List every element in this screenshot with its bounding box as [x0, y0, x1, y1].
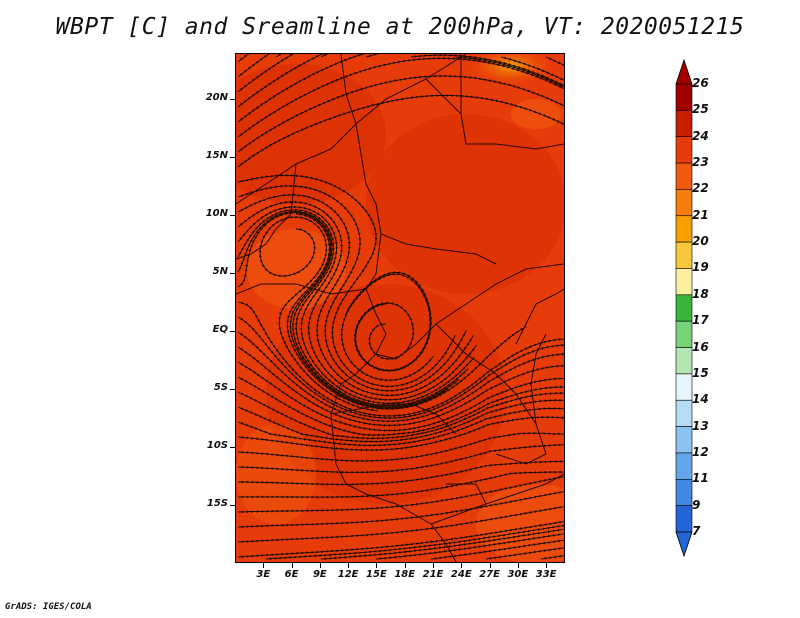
- lon-tick-mark: [546, 563, 548, 568]
- lon-tick-label: 33E: [535, 569, 557, 580]
- streamline: [500, 56, 564, 81]
- colorbar-label: 24: [692, 128, 709, 143]
- streamlines: [237, 54, 564, 561]
- streamline: [365, 54, 397, 58]
- lat-tick-label: 20N: [205, 92, 228, 104]
- streamline: [237, 94, 564, 168]
- lon-tick-mark: [291, 563, 293, 568]
- colorbar-label: 11: [692, 471, 709, 486]
- colorbar-label: 20: [692, 234, 709, 249]
- lat-tick-label: 5N: [212, 266, 228, 278]
- colorbar-segment: [675, 320, 693, 348]
- streamline: [540, 555, 564, 560]
- lon-tick-label: 27E: [479, 569, 500, 580]
- colorbar-segment: [675, 162, 693, 190]
- map-canvas: [236, 54, 564, 562]
- lat-tick-label: 15S: [206, 498, 228, 510]
- colorbar-segment: [675, 426, 693, 454]
- colorbar-label: 14: [692, 392, 709, 407]
- streamline: [485, 547, 564, 560]
- chart-title: WBPT [C] and Sreamline at 200hPa, VT: 20…: [55, 14, 745, 40]
- streamline: [545, 56, 564, 67]
- colorbar-label: 21: [692, 207, 709, 222]
- grads-credit: GrADS: IGES/COLA: [5, 602, 92, 612]
- lat-tick-mark: [230, 331, 235, 333]
- lon-tick-mark: [489, 563, 491, 568]
- lat-tick-label: 10S: [206, 440, 228, 452]
- lon-tick-label: 12E: [337, 569, 359, 580]
- colorbar-label: 26: [692, 76, 709, 90]
- colorbar-label: 25: [692, 102, 709, 117]
- colorbar-label: 7: [692, 524, 701, 538]
- colorbar-segment: [675, 268, 693, 296]
- lon-tick-label: 30E: [507, 569, 529, 580]
- streamline: [275, 54, 286, 58]
- lat-tick-mark: [230, 447, 235, 449]
- colorbar-segment: [675, 399, 693, 427]
- lon-tick-mark: [376, 563, 378, 568]
- lat-tick-label: 10N: [205, 208, 228, 220]
- colorbar-bottom-arrow: [675, 531, 693, 558]
- lat-tick-label: EQ: [212, 324, 228, 336]
- lat-tick-label: 5S: [213, 382, 228, 394]
- colorbar-label: 17: [692, 313, 709, 328]
- colorbar-label: 15: [692, 365, 709, 380]
- colorbar-label: 16: [692, 339, 709, 354]
- lon-tick-mark: [348, 563, 350, 568]
- lat-tick-mark: [230, 99, 235, 101]
- lon-tick-label: 6E: [284, 569, 299, 580]
- map-panel: [235, 53, 565, 563]
- colorbar-segment: [675, 136, 693, 164]
- lon-tick-mark: [263, 563, 265, 568]
- lon-tick-mark: [461, 563, 463, 568]
- colorbar-label: 18: [692, 286, 709, 301]
- colorbar-label: 22: [692, 181, 709, 196]
- streamline: [340, 272, 434, 382]
- colorbar-label: 13: [692, 418, 709, 433]
- lon-tick-label: 21E: [422, 569, 444, 580]
- streamline: [286, 212, 527, 411]
- colorbar-segment: [675, 347, 693, 375]
- lon-tick-mark: [319, 563, 321, 568]
- colorbar-segment: [675, 110, 693, 138]
- colorbar-label: 23: [692, 155, 709, 170]
- lat-tick-mark: [230, 215, 235, 217]
- lat-tick-mark: [230, 273, 235, 275]
- colorbar-segment: [675, 215, 693, 243]
- colorbar-segment: [675, 83, 693, 111]
- lat-tick-label: 15N: [205, 150, 228, 162]
- lon-tick-mark: [433, 563, 434, 568]
- colorbar-top-arrow: [675, 58, 693, 85]
- lon-tick-label: 18E: [394, 569, 416, 580]
- colorbar-segment: [675, 189, 693, 217]
- lat-tick-mark: [230, 505, 235, 507]
- colorbar-segment: [675, 505, 693, 533]
- cool-region: [511, 99, 561, 129]
- colorbar-label: 19: [692, 260, 709, 275]
- colorbar-segment: [675, 452, 693, 480]
- streamline: [320, 54, 332, 58]
- colorbar-segment: [675, 373, 693, 401]
- colorbar: [675, 58, 693, 558]
- colorbar-label: 12: [692, 444, 709, 459]
- colorbar-segment: [675, 478, 693, 506]
- lat-tick-mark: [230, 157, 235, 159]
- lon-tick-label: 15E: [366, 569, 387, 580]
- lon-tick-mark: [404, 563, 406, 568]
- lon-tick-label: 3E: [256, 569, 271, 580]
- colorbar-label: 9: [692, 497, 701, 512]
- lon-tick-label: 24E: [450, 569, 472, 580]
- lon-tick-label: 9E: [312, 569, 327, 580]
- colorbar-segment: [675, 294, 693, 322]
- lon-tick-mark: [517, 563, 519, 568]
- lat-tick-mark: [230, 389, 235, 391]
- colorbar-segment: [675, 241, 693, 269]
